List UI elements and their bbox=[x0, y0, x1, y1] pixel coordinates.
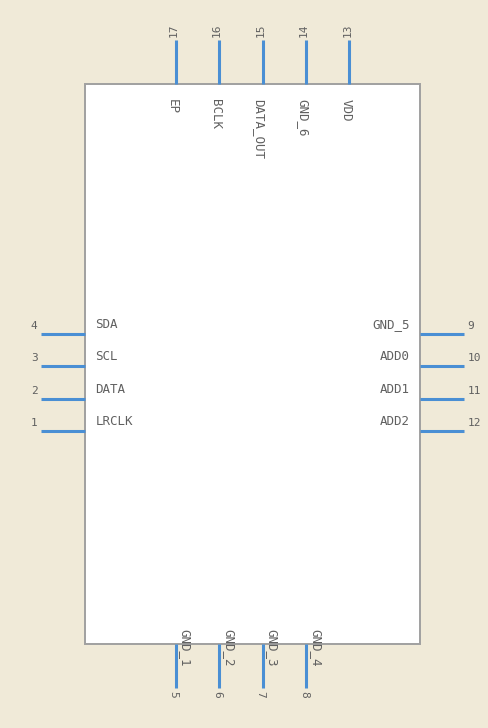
Text: 10: 10 bbox=[468, 353, 481, 363]
Text: ADD2: ADD2 bbox=[380, 415, 410, 428]
Text: 16: 16 bbox=[212, 23, 222, 37]
Text: SCL: SCL bbox=[95, 350, 118, 363]
Text: 6: 6 bbox=[212, 691, 222, 697]
Text: 14: 14 bbox=[299, 23, 309, 37]
Text: ADD0: ADD0 bbox=[380, 350, 410, 363]
Text: 12: 12 bbox=[468, 419, 481, 428]
Text: GND_2: GND_2 bbox=[222, 629, 235, 667]
Text: 13: 13 bbox=[343, 23, 352, 37]
Text: GND_3: GND_3 bbox=[265, 629, 279, 667]
Text: 17: 17 bbox=[169, 23, 179, 37]
Text: SDA: SDA bbox=[95, 317, 118, 331]
Text: BCLK: BCLK bbox=[209, 99, 222, 129]
Text: GND_4: GND_4 bbox=[309, 629, 322, 667]
Text: GND_6: GND_6 bbox=[296, 99, 309, 136]
Text: VDD: VDD bbox=[340, 99, 352, 122]
Text: 4: 4 bbox=[31, 321, 38, 331]
Text: GND_1: GND_1 bbox=[179, 629, 192, 667]
Text: 11: 11 bbox=[468, 386, 481, 396]
Text: LRCLK: LRCLK bbox=[95, 415, 133, 428]
Text: 5: 5 bbox=[169, 691, 179, 697]
Text: GND_5: GND_5 bbox=[372, 317, 410, 331]
Text: DATA: DATA bbox=[95, 383, 125, 396]
Text: DATA_OUT: DATA_OUT bbox=[253, 99, 265, 159]
Bar bbox=[85, 84, 420, 644]
Text: 15: 15 bbox=[256, 23, 265, 37]
Text: 9: 9 bbox=[468, 321, 474, 331]
Text: 2: 2 bbox=[31, 386, 38, 396]
Text: 7: 7 bbox=[256, 691, 265, 697]
Text: 1: 1 bbox=[31, 419, 38, 428]
Text: 3: 3 bbox=[31, 353, 38, 363]
Text: ADD1: ADD1 bbox=[380, 383, 410, 396]
Text: 8: 8 bbox=[299, 691, 309, 697]
Text: EP: EP bbox=[165, 99, 179, 114]
